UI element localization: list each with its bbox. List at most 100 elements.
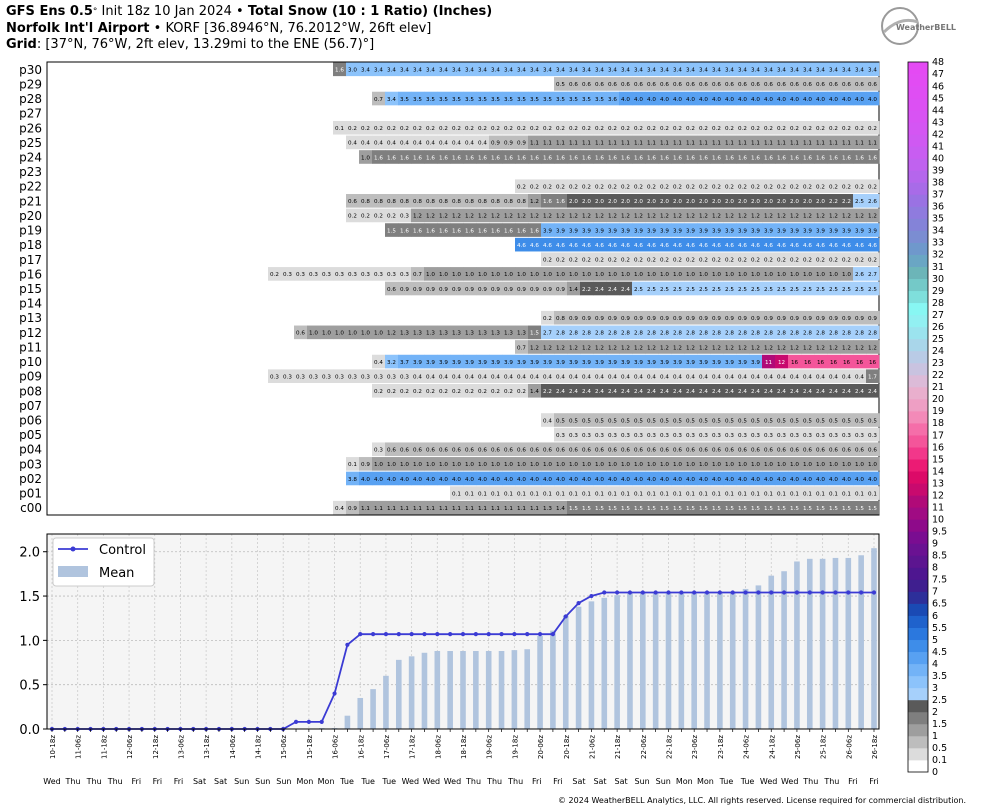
heat-cell-value: 2.8 — [686, 331, 695, 337]
heat-cell-value: 4.6 — [868, 243, 877, 249]
heat-cell-value: 16 — [804, 360, 812, 366]
heat-cell-value: 2.4 — [621, 287, 630, 293]
heat-cell-value: 3.9 — [699, 228, 708, 234]
heat-cell-value: 0.3 — [751, 433, 760, 439]
heat-cell — [723, 91, 737, 106]
init-time: Init 18z 10 Jan 2024 — [101, 4, 232, 19]
control-point — [679, 590, 684, 595]
member-label: p24 — [19, 150, 42, 164]
heat-cell — [827, 150, 841, 164]
heat-cell-value: 4.0 — [855, 97, 864, 103]
heat-cell — [567, 135, 581, 150]
heat-cell-value: 0.2 — [439, 389, 448, 395]
heat-cell — [554, 179, 568, 194]
heat-cell — [762, 91, 776, 106]
colorbar-label: 39 — [932, 166, 944, 177]
heat-cell-value: 0.3 — [374, 374, 383, 380]
heat-cell — [775, 150, 789, 164]
heat-cell-value: 1.0 — [478, 272, 487, 278]
heat-cell-value: 0.4 — [374, 141, 383, 147]
heat-cell-value: 4.6 — [595, 243, 604, 249]
heat-cell-value: 0.3 — [270, 374, 279, 380]
heat-cell-value: 0.5 — [803, 418, 812, 424]
heat-cell-value: 0.3 — [621, 433, 630, 439]
colorbar-label: 9 — [932, 539, 938, 550]
heat-cell-value: 0.9 — [868, 316, 877, 322]
heat-cell-value: 1.2 — [803, 214, 812, 220]
heat-cell — [853, 150, 867, 164]
colorbar-segment — [908, 242, 928, 255]
heat-cell — [541, 135, 555, 150]
heat-cell — [463, 91, 477, 106]
control-point — [833, 590, 838, 595]
heat-cell-value: 0.2 — [751, 258, 760, 264]
heat-cell-value: 1.2 — [673, 345, 682, 351]
heat-cell-value: 3.8 — [348, 477, 357, 483]
heat-cell-value: 1.6 — [335, 68, 344, 74]
heat-cell-value: 1.5 — [725, 506, 734, 512]
day-label: Wed — [781, 777, 798, 786]
heat-cell — [580, 91, 594, 106]
day-label: Mon — [296, 777, 313, 786]
mean-bar — [794, 561, 800, 729]
heat-cell-value: 2.8 — [790, 331, 799, 337]
heat-cell-value: 3.4 — [790, 68, 799, 74]
heat-cell-value: 1.6 — [478, 228, 487, 234]
colorbar-segment — [908, 314, 928, 328]
heat-cell-value: 1.2 — [608, 345, 617, 351]
heat-cell-value: 1.1 — [530, 141, 539, 147]
heat-cell-value: 1.2 — [595, 214, 604, 220]
heat-cell-value: 2.0 — [790, 199, 799, 205]
heat-cell — [359, 150, 373, 164]
heat-cell-value: 2.0 — [608, 199, 617, 205]
heat-cell-value: 0.4 — [465, 141, 474, 147]
heat-cell — [658, 150, 672, 164]
heat-cell-value: 0.6 — [777, 82, 786, 88]
heat-cell-value: 4.0 — [491, 477, 500, 483]
x-tick-label: 18-18z — [460, 735, 468, 759]
colorbar-label: 19 — [932, 406, 944, 417]
control-point — [627, 590, 633, 595]
heat-cell-value: 1.2 — [647, 214, 656, 220]
heat-cell-value: 0.2 — [582, 258, 591, 264]
heat-cell-value: 4.6 — [660, 243, 669, 249]
heat-cell-value: 1.0 — [517, 272, 526, 278]
heat-cell — [619, 62, 633, 77]
heat-cell-value: 0.5 — [855, 418, 864, 424]
heat-cell-value: 3.4 — [387, 97, 396, 103]
degree-mark: ° — [92, 7, 98, 17]
heat-cell-value: 4.0 — [842, 477, 851, 483]
heat-cell-value: 1.0 — [777, 272, 786, 278]
heat-cell-value: 2.5 — [764, 287, 773, 293]
heat-cell-value: 0.4 — [478, 141, 487, 147]
heat-cell-value: 0.3 — [673, 433, 682, 439]
day-label: Tue — [360, 777, 375, 786]
heat-cell-value: 1.5 — [608, 506, 617, 512]
mean-bar — [858, 555, 864, 729]
colorbar-segment — [908, 519, 928, 532]
heat-cell-value: 3.9 — [556, 228, 565, 234]
heat-cell-value: 0.2 — [621, 258, 630, 264]
heat-cell — [411, 62, 425, 77]
heat-cell-value: 1.2 — [829, 345, 838, 351]
heat-cell-value: 0.1 — [595, 491, 604, 497]
heat-cell-value: 0.4 — [543, 418, 552, 424]
heat-cell-value: 1.5 — [803, 506, 812, 512]
heat-cell-value: 0.2 — [829, 185, 838, 191]
heat-cell-value: 0.9 — [686, 316, 695, 322]
heat-cell-value: 1.6 — [543, 155, 552, 161]
heat-cell-value: 0.4 — [569, 374, 578, 380]
heat-cell-value: 1.0 — [374, 331, 383, 337]
heat-cell-value: 0.2 — [595, 258, 604, 264]
day-label: Wed — [760, 777, 777, 786]
heat-cell-value: 0.2 — [491, 126, 500, 132]
heat-cell-value: 0.2 — [374, 214, 383, 220]
heat-cell-value: 0.3 — [855, 433, 864, 439]
heat-cell-value: 0.9 — [413, 287, 422, 293]
heat-cell-value: 2.8 — [660, 331, 669, 337]
heat-cell — [437, 150, 451, 164]
colorbar: 00.10.511.522.533.544.555.566.577.588.59… — [907, 57, 947, 778]
heat-cell-value: 1.3 — [517, 331, 526, 337]
heat-cell-value: 1.0 — [504, 272, 513, 278]
day-label: Thu — [86, 777, 102, 786]
